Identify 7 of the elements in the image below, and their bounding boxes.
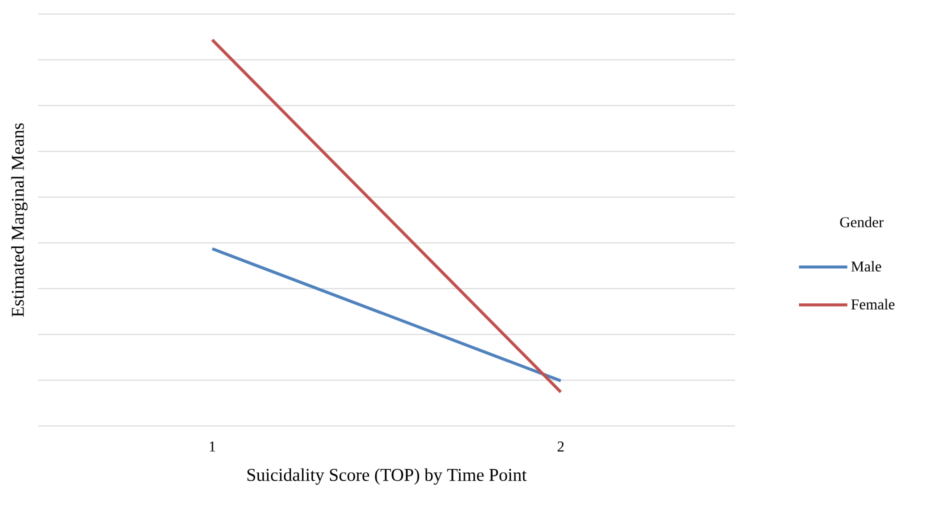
x-tick-label: 1 xyxy=(210,442,216,452)
legend-label: Female xyxy=(851,298,894,310)
x-tick-label: 2 xyxy=(558,442,564,452)
legend-label: Male xyxy=(851,261,882,272)
legend-title: Gender xyxy=(840,216,884,228)
y-axis-title: Estimated Marginal Means xyxy=(11,123,28,317)
x-axis-title: Suicidality Score (TOP) by Time Point xyxy=(247,468,527,485)
